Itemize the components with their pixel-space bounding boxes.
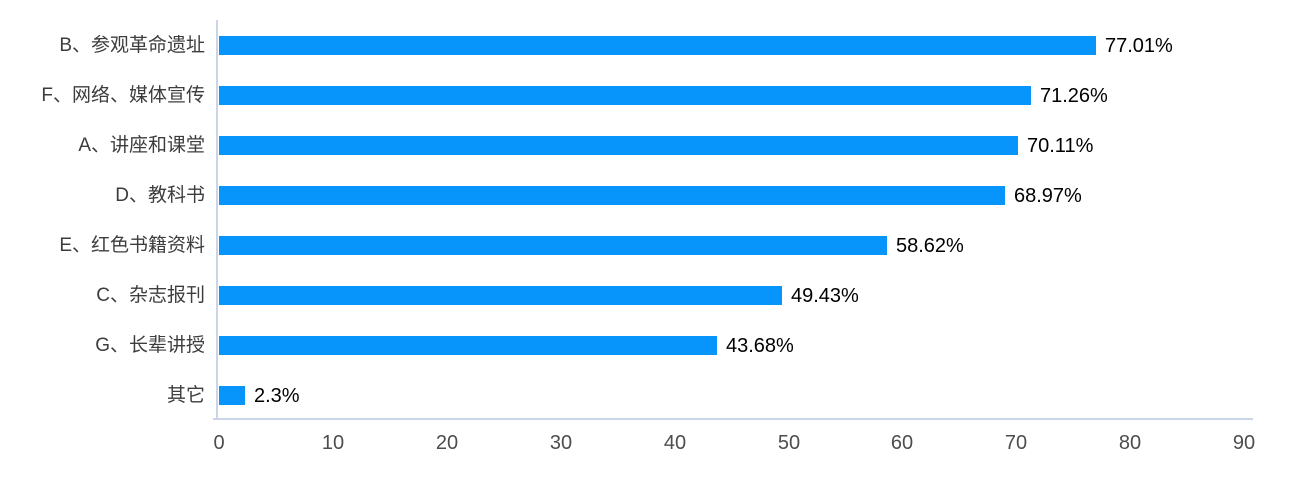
x-axis-line <box>213 418 1253 420</box>
x-tick-label: 50 <box>777 432 801 454</box>
x-tick-label: 0 <box>213 432 225 454</box>
x-tick-label: 20 <box>435 432 459 454</box>
x-tick-label: 30 <box>549 432 573 454</box>
value-label: 43.68% <box>726 335 794 357</box>
x-tick-label: 90 <box>1232 432 1256 454</box>
value-label: 58.62% <box>896 235 964 257</box>
category-label: G、长辈讲授 <box>95 335 205 356</box>
bar <box>219 186 1005 205</box>
x-tick-label: 40 <box>663 432 687 454</box>
bar <box>219 136 1018 155</box>
x-tick-label: 60 <box>890 432 914 454</box>
bar <box>219 336 717 355</box>
category-label: A、讲座和课堂 <box>78 135 205 156</box>
category-label: E、红色书籍资料 <box>59 235 205 256</box>
value-label: 71.26% <box>1040 85 1108 107</box>
value-label: 77.01% <box>1105 35 1173 57</box>
value-label: 68.97% <box>1014 185 1082 207</box>
bar <box>219 386 245 405</box>
value-label: 2.3% <box>254 385 300 407</box>
value-label: 49.43% <box>791 285 859 307</box>
category-label: 其它 <box>166 385 205 406</box>
category-label: D、教科书 <box>115 185 205 206</box>
category-label: B、参观革命遗址 <box>59 35 205 56</box>
bar <box>219 286 782 305</box>
category-label: F、网络、媒体宣传 <box>41 85 205 106</box>
bar <box>219 236 887 255</box>
value-label: 70.11% <box>1027 135 1094 157</box>
category-label: C、杂志报刊 <box>96 285 205 306</box>
x-tick-label: 70 <box>1004 432 1028 454</box>
y-axis-line <box>216 20 218 418</box>
bar <box>219 86 1031 105</box>
x-tick-label: 10 <box>321 432 345 454</box>
x-tick-label: 80 <box>1118 432 1142 454</box>
bar <box>219 36 1096 55</box>
